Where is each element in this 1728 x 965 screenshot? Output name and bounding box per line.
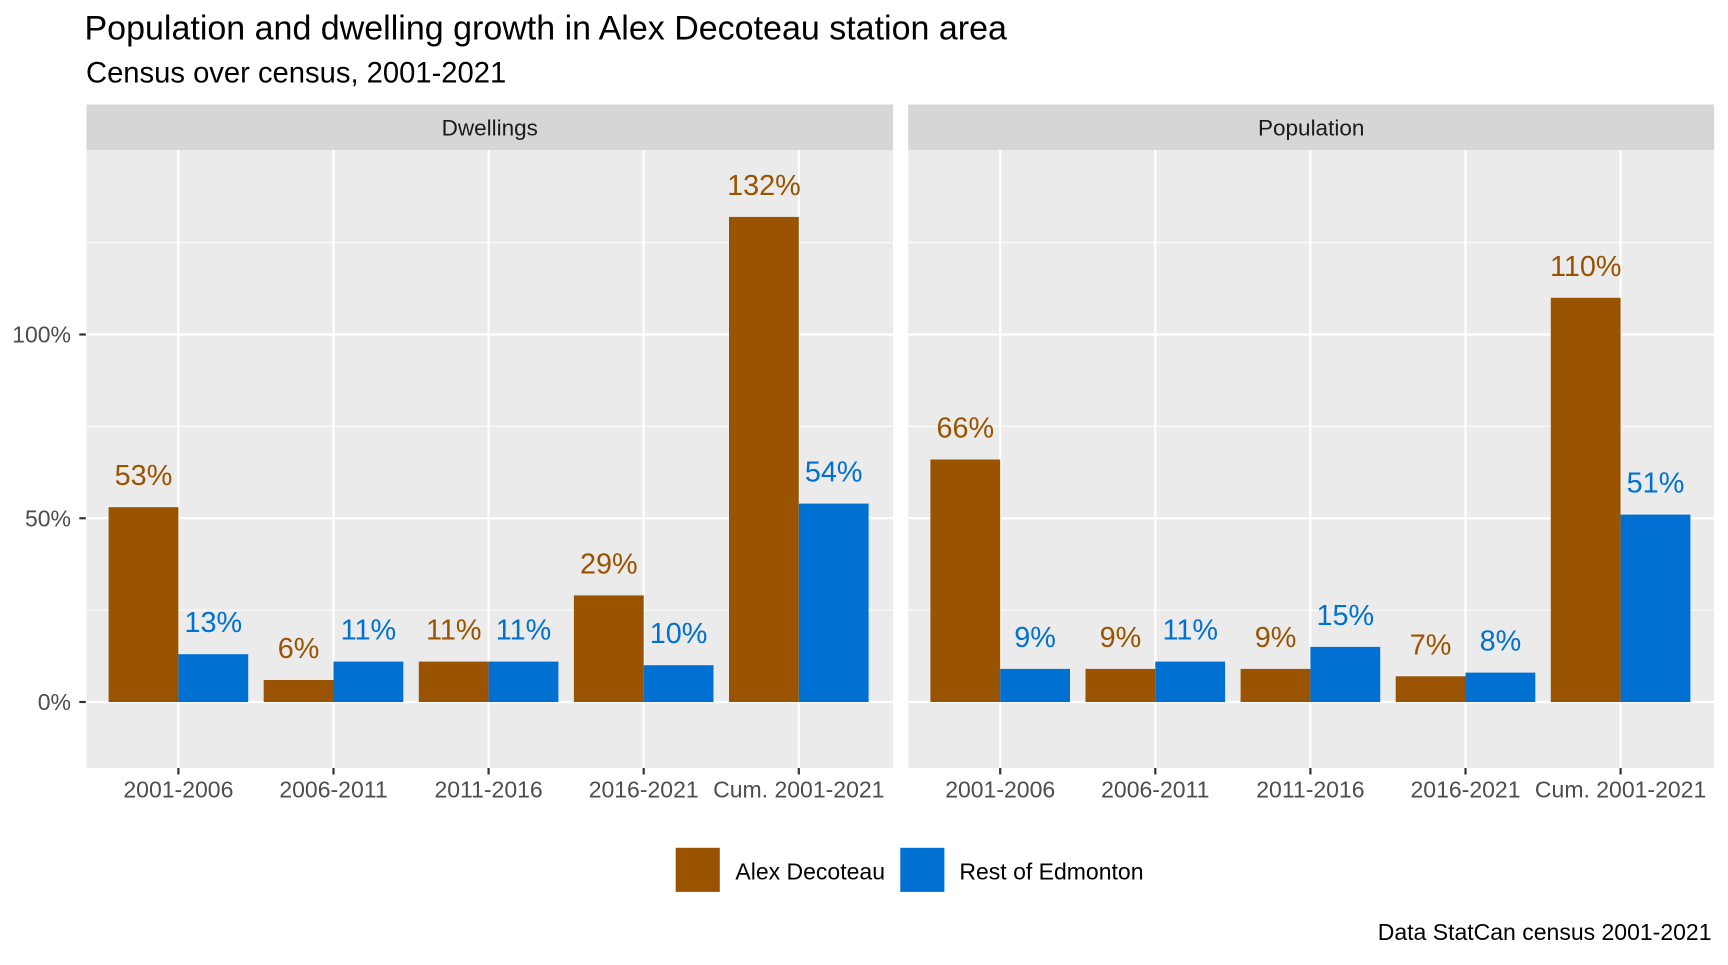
svg-text:2006-2011: 2006-2011 (279, 777, 387, 803)
svg-text:9%: 9% (1255, 622, 1297, 654)
svg-text:110%: 110% (1550, 251, 1622, 283)
svg-text:2016-2021: 2016-2021 (589, 777, 699, 803)
svg-text:11%: 11% (426, 615, 482, 647)
svg-text:11%: 11% (1162, 615, 1218, 647)
svg-text:Dwellings: Dwellings (442, 115, 538, 140)
svg-text:7%: 7% (1410, 629, 1452, 661)
svg-text:54%: 54% (805, 457, 863, 489)
svg-text:Census over census, 2001-2021: Census over census, 2001-2021 (86, 58, 506, 90)
svg-text:2006-2011: 2006-2011 (1101, 777, 1209, 803)
svg-text:50%: 50% (25, 505, 71, 531)
svg-text:15%: 15% (1316, 600, 1374, 632)
svg-text:9%: 9% (1014, 622, 1056, 654)
svg-text:0%: 0% (38, 689, 71, 715)
svg-text:Cum. 2001-2021: Cum. 2001-2021 (713, 777, 884, 803)
svg-text:Data StatCan census 2001-2021: Data StatCan census 2001-2021 (1378, 919, 1712, 945)
svg-text:2001-2006: 2001-2006 (123, 777, 233, 803)
svg-text:Population and dwelling growth: Population and dwelling growth in Alex D… (85, 10, 1007, 48)
svg-text:11%: 11% (496, 615, 552, 647)
svg-text:8%: 8% (1480, 626, 1522, 658)
svg-text:2011-2016: 2011-2016 (1256, 777, 1364, 803)
svg-text:Population: Population (1258, 115, 1364, 140)
svg-text:10%: 10% (650, 618, 708, 650)
svg-text:100%: 100% (12, 322, 71, 348)
svg-text:51%: 51% (1627, 468, 1685, 500)
svg-text:2016-2021: 2016-2021 (1411, 777, 1521, 803)
svg-text:132%: 132% (727, 170, 801, 202)
svg-text:53%: 53% (115, 460, 173, 492)
svg-text:Alex Decoteau: Alex Decoteau (735, 859, 885, 885)
svg-text:Cum. 2001-2021: Cum. 2001-2021 (1535, 777, 1706, 803)
svg-text:Rest of Edmonton: Rest of Edmonton (959, 859, 1143, 885)
svg-text:29%: 29% (580, 548, 638, 580)
svg-text:2001-2006: 2001-2006 (945, 777, 1055, 803)
svg-text:13%: 13% (184, 607, 242, 639)
svg-text:11%: 11% (341, 615, 397, 647)
svg-text:66%: 66% (936, 413, 994, 445)
svg-text:9%: 9% (1100, 622, 1142, 654)
svg-text:2011-2016: 2011-2016 (434, 777, 542, 803)
svg-text:6%: 6% (278, 633, 320, 665)
